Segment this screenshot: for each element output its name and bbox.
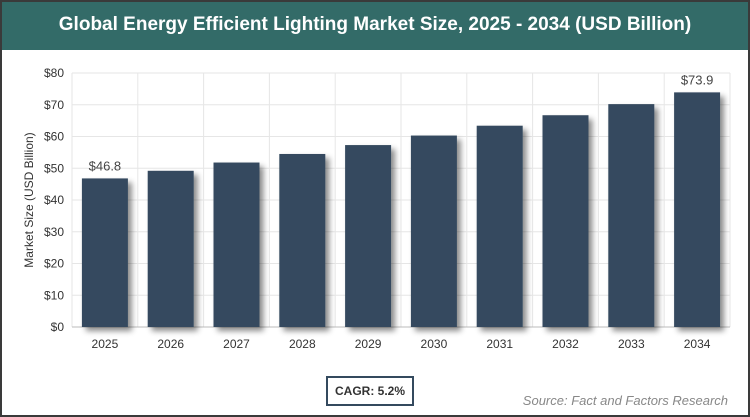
source-note: Source: Fact and Factors Research [522, 393, 728, 408]
data-label: $46.8 [89, 158, 122, 173]
chart-title: Global Energy Efficient Lighting Market … [2, 2, 748, 50]
cagr-badge: CAGR: 5.2% [326, 376, 414, 406]
x-tick-label: 2028 [289, 337, 316, 351]
bar-2031 [476, 125, 523, 327]
y-tick-label: $0 [51, 320, 65, 334]
x-tick-label: 2025 [92, 337, 119, 351]
bar-2025 [81, 178, 128, 327]
x-tick-label: 2034 [684, 337, 711, 351]
x-tick-label: 2032 [552, 337, 579, 351]
x-tick-label: 2027 [223, 337, 250, 351]
x-tick-label: 2031 [486, 337, 513, 351]
bar-2033 [608, 104, 655, 328]
bar-2034 [674, 92, 721, 328]
x-tick-label: 2029 [355, 337, 382, 351]
y-tick-label: $60 [44, 130, 64, 144]
bar-2032 [542, 115, 589, 327]
y-tick-label: $40 [44, 193, 64, 207]
bar-2027 [213, 162, 260, 327]
x-tick-label: 2033 [618, 337, 645, 351]
data-label: $73.9 [681, 72, 714, 87]
y-tick-label: $30 [44, 225, 64, 239]
y-tick-label: $80 [44, 66, 64, 80]
bar-2026 [147, 170, 194, 327]
x-tick-label: 2026 [157, 337, 184, 351]
x-tick-label: 2030 [421, 337, 448, 351]
y-tick-label: $70 [44, 98, 64, 112]
y-tick-label: $50 [44, 161, 64, 175]
bar-2029 [345, 145, 392, 327]
y-tick-label: $20 [44, 257, 64, 271]
bar-2030 [410, 135, 457, 327]
bar-2028 [279, 153, 326, 327]
y-axis-title: Market Size (USD Billion) [22, 132, 36, 267]
y-tick-label: $10 [44, 288, 64, 302]
